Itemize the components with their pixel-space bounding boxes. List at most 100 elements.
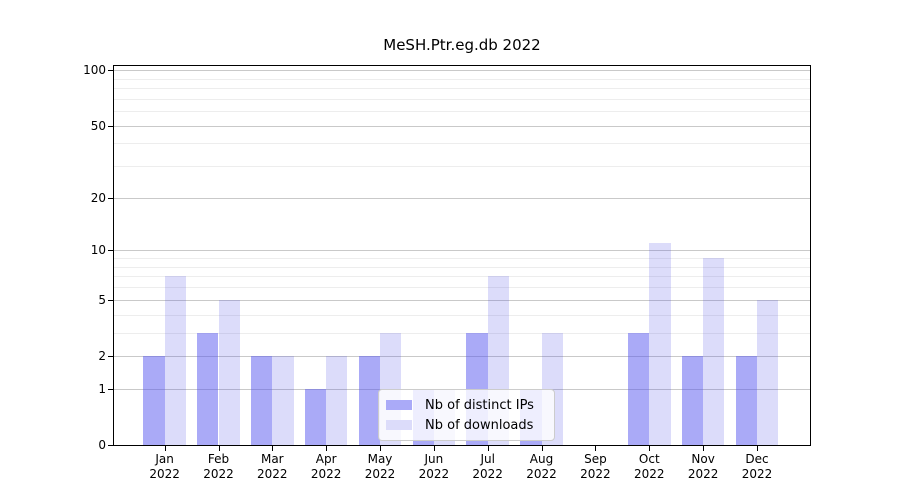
- bar-mar-series1: [272, 356, 294, 446]
- x-tick-year: 2022: [472, 467, 503, 481]
- x-tick-year: 2022: [203, 467, 234, 481]
- y-tick-mark: [108, 356, 113, 357]
- legend-entry-downloads: Nb of downloads: [386, 415, 546, 435]
- chart-title: MeSH.Ptr.eg.db 2022: [383, 36, 541, 54]
- x-tick-month: Jan: [155, 452, 174, 466]
- x-tick-mark: [326, 446, 328, 452]
- legend-entry-distinct-ips: Nb of distinct IPs: [386, 395, 546, 415]
- x-tick-label: Oct 2022: [618, 452, 680, 482]
- x-tick-year: 2022: [364, 467, 396, 481]
- x-tick-month: Mar: [260, 452, 284, 466]
- legend: Nb of distinct IPs Nb of downloads: [378, 389, 555, 441]
- x-tick-year: 2022: [580, 467, 611, 481]
- x-tick-year: 2022: [741, 467, 773, 481]
- x-tick-mark: [703, 446, 705, 452]
- y-tick-label: 50: [90, 118, 106, 133]
- x-tick-label: May 2022: [349, 452, 411, 482]
- x-tick-label: Apr 2022: [295, 452, 357, 482]
- x-tick-label: Jul 2022: [457, 452, 519, 482]
- y-tick-mark: [108, 445, 113, 447]
- legend-swatch-downloads: [386, 420, 412, 430]
- major-gridline: [113, 70, 811, 72]
- y-tick-label: 0: [98, 438, 106, 453]
- legend-label-downloads: Nb of downloads: [425, 417, 534, 433]
- bar-apr-series1: [326, 356, 348, 446]
- bar-apr-series0: [304, 388, 327, 446]
- y-tick-mark: [108, 197, 113, 199]
- minor-gridline: [113, 332, 811, 334]
- x-tick-label: Jun 2022: [403, 452, 465, 482]
- x-tick-year: 2022: [418, 467, 450, 481]
- x-tick-month: Jun: [424, 452, 444, 466]
- minor-gridline: [113, 266, 811, 268]
- x-tick-mark: [757, 446, 758, 452]
- x-tick-label: Dec 2022: [726, 452, 788, 482]
- bar-mar-series0: [251, 356, 273, 446]
- x-tick-mark: [595, 446, 597, 452]
- x-tick-mark: [541, 446, 543, 452]
- bar-jan-series1: [164, 276, 186, 446]
- minor-gridline: [113, 314, 811, 316]
- bar-nov-series0: [681, 356, 704, 446]
- x-tick-year: 2022: [149, 467, 180, 481]
- legend-label-distinct-ips: Nb of distinct IPs: [425, 397, 534, 413]
- y-tick-label: 2: [98, 349, 106, 363]
- bar-may-series0: [358, 356, 380, 446]
- y-tick-mark: [108, 299, 113, 301]
- legend-swatch-distinct-ips: [386, 400, 412, 410]
- x-tick-mark: [649, 446, 651, 452]
- y-tick-label: 5: [98, 292, 106, 307]
- x-tick-mark: [487, 446, 489, 452]
- bar-feb-series1: [218, 299, 240, 446]
- x-tick-mark: [272, 446, 274, 452]
- x-tick-year: 2022: [257, 467, 288, 481]
- x-tick-mark: [380, 446, 381, 452]
- minor-gridline: [113, 111, 811, 113]
- minor-gridline: [113, 88, 811, 89]
- x-tick-mark: [433, 446, 435, 452]
- y-tick-label: 20: [90, 190, 106, 205]
- x-tick-label: Mar 2022: [241, 452, 303, 482]
- major-gridline: [113, 299, 811, 301]
- x-tick-month: Aug: [529, 452, 554, 466]
- y-tick-label: 1: [98, 381, 106, 396]
- major-gridline: [113, 356, 811, 357]
- y-tick-mark: [108, 125, 113, 127]
- x-tick-month: Apr: [315, 452, 337, 466]
- x-tick-month: Dec: [745, 452, 769, 466]
- x-tick-month: Oct: [638, 452, 660, 466]
- x-tick-month: Feb: [207, 452, 230, 466]
- x-tick-label: Aug 2022: [511, 452, 573, 482]
- bar-feb-series0: [197, 332, 219, 446]
- y-tick-mark: [108, 388, 113, 390]
- bar-oct-series0: [628, 332, 650, 446]
- minor-gridline: [113, 166, 811, 168]
- x-tick-year: 2022: [687, 467, 719, 481]
- major-gridline: [113, 250, 811, 252]
- x-tick-month: Sep: [584, 452, 607, 466]
- x-tick-mark: [164, 446, 166, 452]
- minor-gridline: [113, 78, 811, 80]
- bar-dec-series1: [757, 299, 779, 446]
- x-tick-label: Sep 2022: [564, 452, 626, 482]
- x-tick-year: 2022: [634, 467, 665, 481]
- bar-oct-series1: [649, 243, 671, 446]
- y-tick-mark: [108, 250, 113, 252]
- y-tick-label: 100: [83, 63, 106, 78]
- bar-jan-series0: [143, 356, 165, 446]
- bar-dec-series0: [735, 356, 757, 446]
- major-gridline: [113, 197, 811, 199]
- x-tick-year: 2022: [526, 467, 557, 481]
- x-tick-month: Jul: [480, 452, 495, 466]
- x-tick-year: 2022: [310, 467, 342, 481]
- y-tick-mark: [108, 70, 113, 72]
- y-tick-label: 10: [90, 243, 106, 258]
- major-gridline: [113, 125, 811, 127]
- x-tick-month: Nov: [691, 452, 715, 466]
- minor-gridline: [113, 258, 811, 260]
- x-tick-label: Feb 2022: [188, 452, 250, 482]
- minor-gridline: [113, 276, 811, 278]
- bar-nov-series1: [703, 258, 725, 446]
- minor-gridline: [113, 143, 811, 145]
